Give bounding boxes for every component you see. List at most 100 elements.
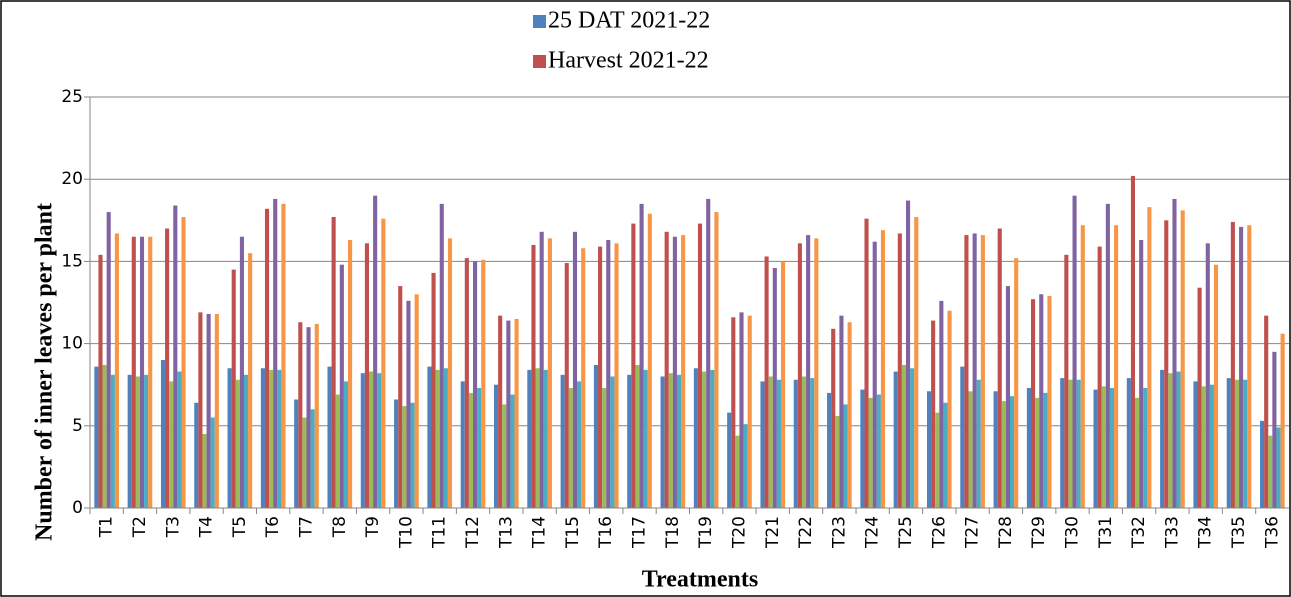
bar [1168, 373, 1173, 508]
bar [1114, 225, 1119, 508]
bar [302, 417, 307, 508]
x-tick-label: T35 [1229, 516, 1249, 549]
x-tick-label: T24 [863, 516, 883, 549]
bar [572, 231, 578, 509]
bar [227, 368, 232, 508]
legend-swatch [533, 55, 546, 68]
bar [843, 404, 848, 508]
bar [1047, 295, 1052, 508]
bar [747, 315, 752, 508]
bar [1280, 333, 1285, 508]
bar [668, 373, 673, 508]
bar [1193, 381, 1198, 508]
bar [1260, 420, 1265, 508]
bar [1068, 379, 1073, 508]
bar [1109, 387, 1115, 508]
bar [714, 212, 719, 508]
bar [169, 381, 174, 508]
x-tick-label: T5 [230, 516, 250, 538]
bar [214, 314, 219, 508]
bar [964, 235, 969, 508]
bar [531, 244, 536, 508]
bar [739, 312, 744, 508]
bar [660, 376, 665, 508]
bar [793, 379, 798, 508]
bar [631, 223, 636, 508]
bar [1126, 378, 1131, 508]
bar [760, 381, 765, 508]
legend-label: 25 DAT 2021-22 [548, 8, 710, 34]
bar [893, 371, 898, 508]
bar [1247, 225, 1252, 508]
bar [339, 264, 344, 508]
bar [876, 394, 881, 508]
bar [406, 300, 411, 508]
bar [498, 315, 503, 508]
x-tick-label: T29 [1029, 516, 1049, 549]
bar [1072, 195, 1077, 508]
bar [814, 238, 819, 508]
bar [506, 320, 511, 508]
x-tick-label: T1 [97, 516, 117, 538]
bar [306, 327, 311, 508]
bar [647, 213, 652, 508]
bar [1201, 386, 1206, 508]
x-tick-label: T21 [763, 516, 783, 549]
x-tick-label: T31 [1096, 516, 1116, 549]
bar [1268, 435, 1273, 508]
x-tick-label: T14 [530, 516, 550, 549]
bar [360, 373, 365, 508]
x-tick-label: T12 [463, 516, 483, 549]
bar [1264, 315, 1269, 508]
x-tick-label: T8 [330, 516, 350, 538]
bar [1026, 387, 1031, 508]
bar [473, 261, 478, 508]
x-tick-label: T17 [630, 516, 650, 549]
bar [139, 236, 145, 509]
bar [727, 412, 732, 508]
x-tick-label: T30 [1063, 516, 1083, 549]
x-tick-label: T7 [296, 516, 316, 538]
y-tick-label: 25 [61, 87, 83, 107]
x-tick-label: T9 [363, 516, 383, 538]
bar [997, 228, 1002, 508]
bar [231, 269, 236, 508]
bar [510, 394, 515, 508]
bar [343, 381, 349, 508]
bar [1239, 226, 1244, 508]
bar [502, 404, 507, 508]
bar [614, 243, 619, 509]
bar [410, 402, 415, 508]
bar [606, 240, 611, 508]
y-tick-label: 20 [61, 169, 83, 189]
bar [194, 402, 199, 508]
x-tick-label: T20 [729, 516, 749, 549]
bar [972, 233, 977, 508]
bar [664, 231, 669, 509]
bar [264, 208, 270, 509]
bar [439, 203, 444, 509]
y-tick-label: 10 [61, 334, 83, 354]
bar [427, 366, 432, 508]
bar [260, 368, 265, 508]
bar [1272, 351, 1277, 508]
bar [1043, 392, 1048, 508]
bar [165, 228, 170, 508]
bar [106, 212, 111, 508]
bar [1010, 396, 1015, 508]
bar [801, 376, 807, 508]
bar [897, 233, 902, 508]
y-axis-title: Number of inner leaves per plant [32, 203, 58, 541]
x-tick-label: T10 [396, 516, 416, 549]
bar [414, 294, 419, 508]
bar [1164, 220, 1169, 509]
bar [681, 235, 686, 508]
bar [780, 261, 786, 508]
bar [1097, 246, 1102, 508]
bar [402, 406, 407, 508]
bar [535, 368, 540, 508]
bar [731, 317, 736, 508]
bar [598, 246, 603, 508]
bar [1135, 397, 1140, 508]
bar [394, 399, 399, 508]
